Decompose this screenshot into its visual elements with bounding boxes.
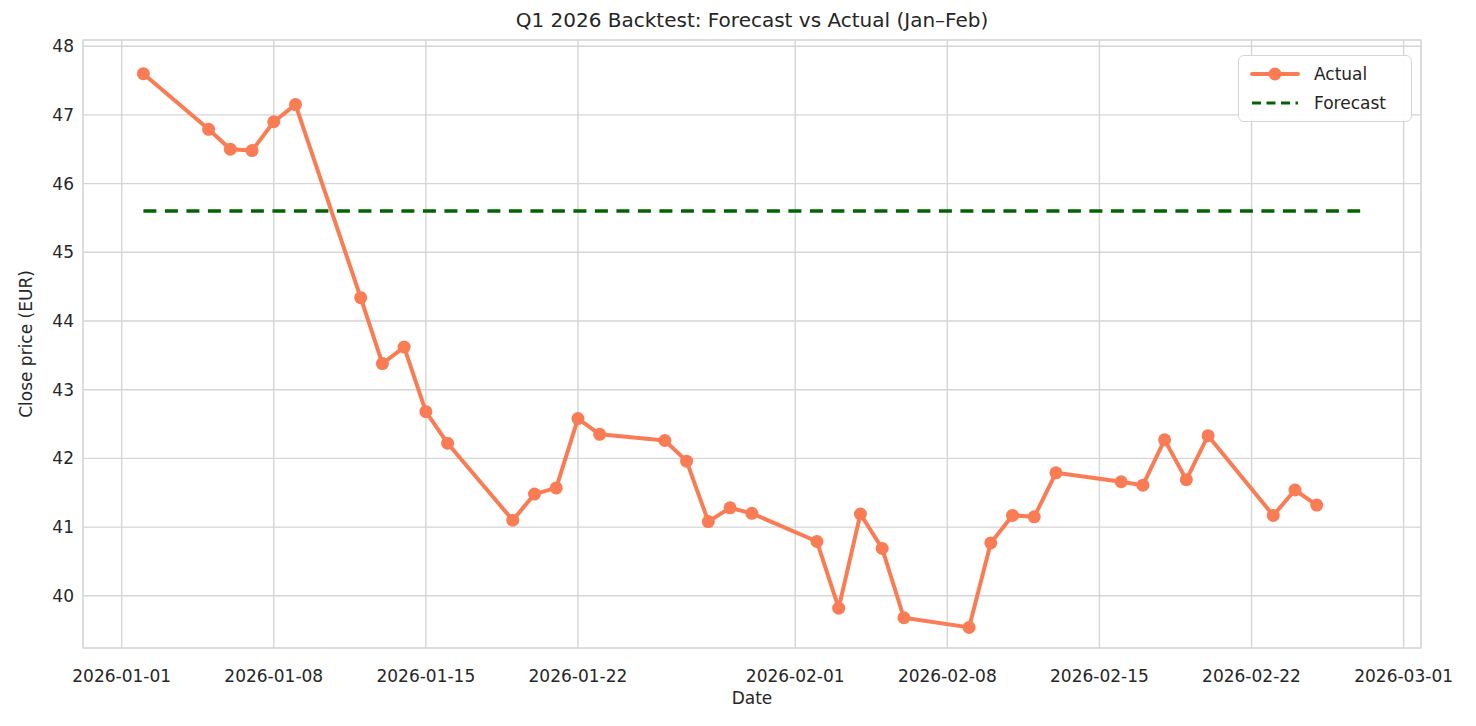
y-tick-label: 42 — [52, 448, 74, 468]
data-point — [593, 428, 606, 441]
data-point — [267, 115, 280, 128]
x-tick-label: 2026-01-01 — [72, 666, 171, 686]
y-tick-label: 44 — [52, 311, 74, 331]
legend-item-forecast: Forecast — [1249, 89, 1411, 117]
chart-title: Q1 2026 Backtest: Forecast vs Actual (Ja… — [83, 7, 1421, 33]
x-tick-label: 2026-02-01 — [746, 666, 845, 686]
y-tick-label: 46 — [52, 174, 74, 194]
data-point — [571, 412, 584, 425]
x-tick-label: 2026-01-22 — [529, 666, 628, 686]
data-point — [1115, 475, 1128, 488]
y-tick-label: 40 — [52, 586, 74, 606]
x-tick-label: 2026-01-08 — [224, 666, 323, 686]
data-point — [1310, 499, 1323, 512]
actual-line — [143, 74, 1316, 628]
data-point — [506, 514, 519, 527]
data-point — [745, 507, 758, 520]
x-tick-label: 2026-02-15 — [1050, 666, 1149, 686]
legend-label-forecast: Forecast — [1314, 93, 1386, 113]
y-tick-label: 41 — [52, 517, 74, 537]
data-point — [398, 341, 411, 354]
data-point — [1049, 466, 1062, 479]
x-tick-label: 2026-02-22 — [1202, 666, 1301, 686]
data-point — [1180, 473, 1193, 486]
data-point — [1288, 483, 1301, 496]
axes-border — [83, 40, 1421, 648]
data-point — [1028, 510, 1041, 523]
data-point — [897, 611, 910, 624]
data-point — [832, 602, 845, 615]
data-point — [419, 405, 432, 418]
data-point — [137, 67, 150, 80]
data-point — [854, 508, 867, 521]
x-tick-label: 2026-02-08 — [898, 666, 997, 686]
data-point — [876, 542, 889, 555]
data-point — [963, 621, 976, 634]
x-tick-label: 2026-03-01 — [1354, 666, 1453, 686]
y-tick-label: 47 — [52, 105, 74, 125]
data-point — [1006, 509, 1019, 522]
data-point — [702, 515, 715, 528]
data-point — [1267, 509, 1280, 522]
data-point — [289, 98, 302, 111]
data-point — [680, 455, 693, 468]
data-point — [224, 143, 237, 156]
legend-item-actual: Actual — [1249, 60, 1411, 88]
data-point — [246, 144, 259, 157]
matplotlib-figure: 2026-01-01 2026-01-08 2026-01-15 2026-01-22… — [0, 0, 1476, 726]
y-axis-label: Close price (EUR) — [16, 270, 36, 418]
y-tick-label: 45 — [52, 242, 74, 262]
legend-label-actual: Actual — [1314, 64, 1367, 84]
legend: Actual Forecast — [1238, 55, 1412, 122]
data-point — [354, 291, 367, 304]
data-point — [724, 501, 737, 514]
data-point — [528, 488, 541, 501]
data-point — [202, 123, 215, 136]
y-tick-label: 48 — [52, 36, 74, 56]
data-point — [658, 434, 671, 447]
data-point — [984, 536, 997, 549]
x-axis-label: Date — [83, 688, 1421, 708]
data-point — [376, 357, 389, 370]
forecast-line-sample-icon — [1249, 95, 1301, 111]
y-tick-label: 43 — [52, 380, 74, 400]
data-point — [1136, 479, 1149, 492]
data-point — [1158, 433, 1171, 446]
data-point — [441, 437, 454, 450]
data-point — [1202, 429, 1215, 442]
x-tick-label: 2026-01-15 — [376, 666, 475, 686]
data-point — [810, 535, 823, 548]
data-point — [550, 481, 563, 494]
actual-line-sample-icon — [1249, 66, 1301, 82]
